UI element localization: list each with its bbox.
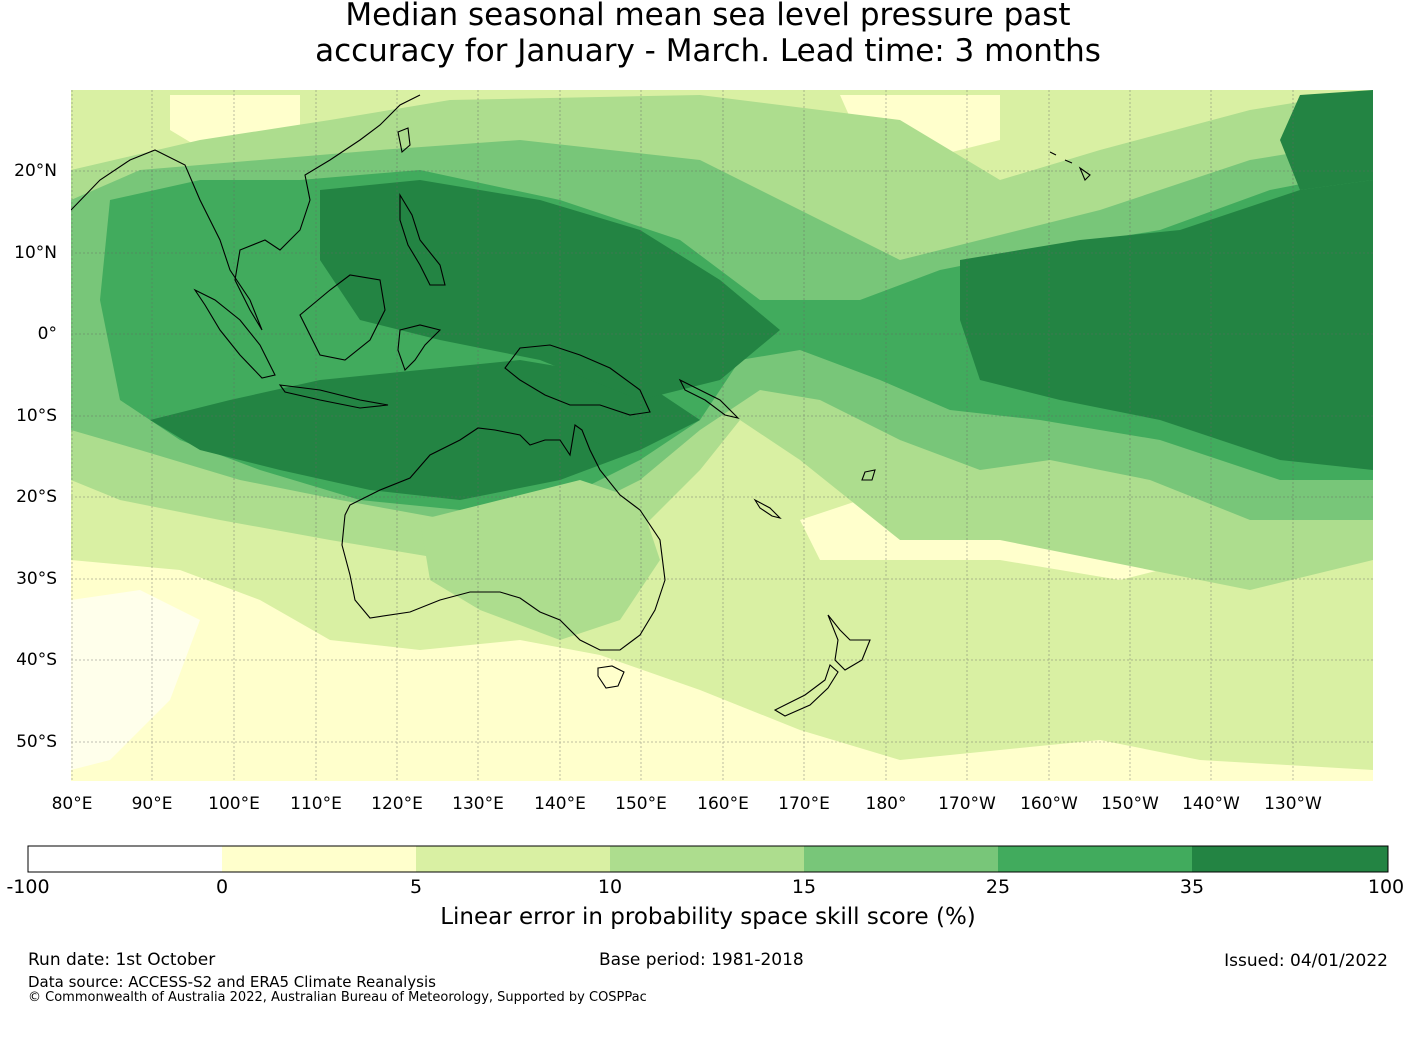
lon-label: 110°E	[290, 794, 342, 814]
lon-label: 160°W	[1020, 794, 1078, 814]
colorbar-tick-label: 5	[410, 876, 422, 898]
coast-australia	[341, 424, 666, 651]
colorbar-segment	[1192, 846, 1388, 872]
colorbar-tick-label: 0	[216, 876, 228, 898]
field-best-northeast	[1280, 90, 1373, 190]
colorbar-tick-label: 35	[1180, 876, 1204, 898]
colorbar-segment	[28, 846, 222, 872]
lon-label: 150°E	[615, 794, 667, 814]
lat-label: 50°S	[16, 732, 57, 752]
field-low-south	[71, 560, 1373, 781]
colorbar-tick-label: 15	[792, 876, 816, 898]
lon-label: 180°	[866, 794, 907, 814]
coast-philippines	[399, 193, 446, 286]
lon-label: 150°W	[1101, 794, 1159, 814]
coast-hawaii	[1049, 151, 1091, 181]
colorbar-segment	[222, 846, 416, 872]
colorbar-outline	[27, 845, 1389, 873]
colorbar-segment	[416, 846, 610, 872]
issued-date: Issued: 04/01/2022	[1224, 951, 1388, 971]
lon-label: 90°E	[132, 794, 173, 814]
field-australia-interior	[420, 480, 660, 640]
copyright: © Commonwealth of Australia 2022, Austra…	[28, 990, 647, 1005]
map-gridlines	[71, 90, 1373, 781]
lat-label: 20°S	[16, 487, 57, 507]
coast-new-zealand-north	[827, 614, 871, 671]
lon-label: 140°W	[1182, 794, 1240, 814]
data-source: Data source: ACCESS-S2 and ERA5 Climate …	[28, 973, 436, 991]
coastlines	[71, 94, 1091, 717]
colorbar: -100 0 5 10 15 25 35 100	[6, 845, 1404, 898]
colorbar-label: Linear error in probability space skill …	[440, 904, 976, 930]
lat-label: 40°S	[16, 650, 57, 670]
lon-label: 80°E	[52, 794, 93, 814]
coast-asia-mainland	[71, 94, 421, 331]
lat-label: 20°N	[14, 161, 57, 181]
base-period: Base period: 1981-2018	[599, 950, 804, 970]
lon-label: 130°W	[1264, 794, 1322, 814]
map-title-line-1: Median seasonal mean sea level pressure …	[345, 0, 1071, 33]
field-best-east-pacific	[960, 180, 1373, 470]
lon-label: 160°E	[697, 794, 749, 814]
coast-borneo	[299, 274, 386, 361]
lat-label: 30°S	[16, 569, 57, 589]
lat-label: 10°S	[16, 406, 57, 426]
coast-new-guinea	[504, 344, 651, 416]
coast-tasmania	[597, 665, 625, 689]
colorbar-tick-label: 100	[1368, 876, 1404, 898]
colorbar-tick-label: 25	[986, 876, 1010, 898]
map-title-line-2: accuracy for January - March. Lead time:…	[315, 33, 1101, 69]
run-date: Run date: 1st October	[28, 950, 216, 970]
colorbar-segment	[804, 846, 998, 872]
field-best-maritime	[320, 180, 780, 400]
colorbar-segment	[998, 846, 1192, 872]
coast-java	[278, 384, 389, 409]
lon-label: 140°E	[534, 794, 586, 814]
field-best-indian-australia	[150, 360, 700, 500]
lon-label: 170°E	[778, 794, 830, 814]
coast-sumatra	[193, 288, 276, 379]
lon-label: 100°E	[208, 794, 260, 814]
latitude-labels: 20°N 10°N 0° 10°S 20°S 30°S 40°S 50°S	[14, 161, 57, 752]
coast-new-zealand-south	[773, 664, 839, 717]
colorbar-tick-label: -100	[6, 876, 49, 898]
coast-fiji	[861, 469, 876, 481]
colorbar-segment	[610, 846, 804, 872]
lon-label: 130°E	[452, 794, 504, 814]
lon-label: 170°W	[938, 794, 996, 814]
longitude-labels: 80°E 90°E 100°E 110°E 120°E 130°E 140°E …	[52, 794, 1323, 814]
skill-score-field	[71, 90, 1373, 781]
lat-label: 0°	[38, 324, 57, 344]
coast-taiwan	[397, 127, 411, 154]
colorbar-tick-label: 10	[598, 876, 622, 898]
lat-label: 10°N	[14, 243, 57, 263]
lon-label: 120°E	[371, 794, 423, 814]
coast-new-caledonia	[753, 498, 782, 520]
coast-solomons	[678, 378, 740, 419]
field-white-southwest	[71, 590, 200, 770]
coast-sulawesi	[397, 324, 442, 372]
